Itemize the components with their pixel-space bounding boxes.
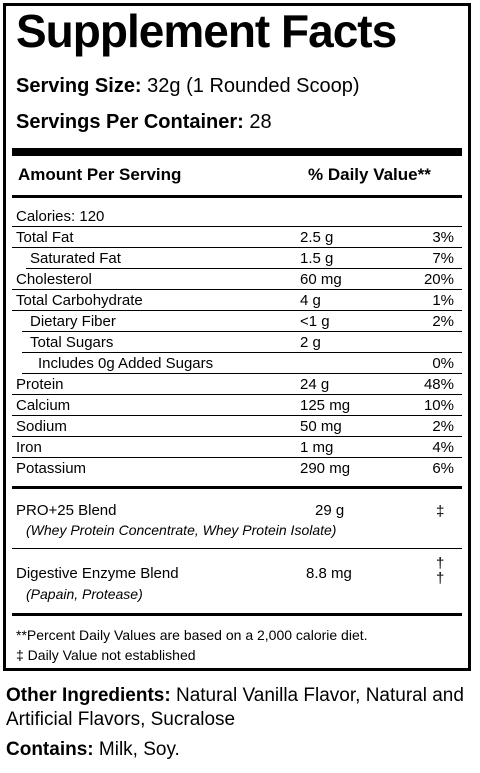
footnote-not-established: ‡ Daily Value not established [16,647,196,663]
nutrient-row: Potassium 290 mg 6% [12,458,462,479]
nutrient-row: Cholesterol 60 mg 20% [12,269,462,290]
header-amount: Amount Per Serving [18,165,182,184]
blend-ingredients-digestive: (Papain, Protease) [26,586,143,602]
nutrient-amount: 290 mg [300,460,351,477]
header-divider [12,195,462,198]
nutrient-row: Calcium 125 mg 10% [12,395,462,416]
row-line [12,457,462,458]
nutrient-row: Iron 1 mg 4% [12,437,462,458]
top-divider [12,148,462,156]
blends-divider [12,613,462,616]
nutrient-row: Sodium 50 mg 2% [12,416,462,437]
nutrient-row: Protein 24 g 48% [12,374,462,395]
row-line [12,226,462,227]
row-line [22,331,462,332]
nutrient-daily-value: 2% [432,418,454,435]
contains-value: Milk, Soy. [98,739,180,760]
blend-amount-digestive: 8.8 mg [306,565,352,582]
nutrient-name: Sodium [16,418,67,435]
header-daily-value: % Daily Value** [308,165,431,184]
nutrient-name: Potassium [16,460,87,477]
servings-label: Servings Per Container: [16,111,244,133]
nutrient-name: Total Sugars [30,334,114,351]
nutrient-amount: 60 mg [300,271,342,288]
nutrient-daily-value: 1% [432,292,454,309]
nutrient-name: Protein [16,376,64,393]
nutrient-row: Total Fat 2.5 g 3% [12,227,462,248]
row-line [12,436,462,437]
nutrient-name: Iron [16,439,42,456]
nutrient-amount: 1 mg [300,439,334,456]
nutrient-name: Total Carbohydrate [16,292,143,309]
calories-row: Calories: 120 [12,206,462,227]
row-line [12,415,462,416]
nutrient-daily-value: 20% [423,271,454,288]
other-ingredients: Other Ingredients: Natural Vanilla Flavo… [6,684,476,732]
row-line [12,247,462,248]
row-line [26,268,462,269]
nutrient-name: Cholesterol [16,271,92,288]
nutrient-row: Includes 0g Added Sugars 0% [12,353,462,374]
nutrient-daily-value: 48% [423,376,454,393]
nutrient-name: Dietary Fiber [30,313,116,330]
nutrient-amount: 50 mg [300,418,342,435]
other-ingredients-label: Other Ingredients: [6,685,171,706]
nutrient-row: Total Sugars 2 g [12,332,462,353]
footnote-daily-values: **Percent Daily Values are based on a 2,… [16,627,368,643]
nutrient-amount: 24 g [300,376,330,393]
calories-label: Calories: 120 [16,208,105,225]
nutrient-amount: <1 g [300,313,330,330]
blend-dv-digestive: † † [436,555,445,587]
nutrient-amount: 4 g [300,292,321,309]
nutrient-name: Total Fat [16,229,74,246]
nutrient-daily-value: 3% [432,229,454,246]
row-line [12,289,462,290]
servings-value: 28 [249,111,272,133]
blend-ingredients-pro25: (Whey Protein Concentrate, Whey Protein … [26,522,337,538]
nutrients-divider [12,486,462,489]
nutrient-daily-value: 2% [432,313,454,330]
nutrient-amount: 125 mg [300,397,351,414]
row-line [12,310,462,311]
supplement-facts-panel [3,3,471,671]
nutrient-name: Saturated Fat [30,250,121,267]
servings-per-container: Servings Per Container: 28 [16,112,272,132]
blend-name-pro25: PRO+25 Blend [16,502,117,519]
blend-dv-pro25: ‡ [436,503,445,520]
nutrient-amount: 2.5 g [300,229,334,246]
nutrient-daily-value: 4% [432,439,454,456]
row-line [22,373,462,374]
serving-size: Serving Size: 32g (1 Rounded Scoop) [16,76,360,96]
nutrient-name: Calcium [16,397,71,414]
serving-size-value: 32g (1 Rounded Scoop) [147,75,360,97]
nutrient-daily-value: 0% [432,355,454,372]
nutrient-row: Total Carbohydrate 4 g 1% [12,290,462,311]
blend-divider [12,548,462,549]
nutrient-amount: 2 g [300,334,321,351]
contains-label: Contains: [6,739,94,760]
blend-amount-pro25: 29 g [315,502,345,519]
other-ingredients-value: Natural Vanilla Flavor, Natural and Arti… [6,685,464,730]
row-line [22,352,462,353]
serving-size-label: Serving Size: [16,75,142,97]
row-line [12,394,462,395]
nutrient-name: Includes 0g Added Sugars [38,355,214,372]
blend-name-digestive: Digestive Enzyme Blend [16,565,179,582]
panel-title: Supplement Facts [16,5,397,57]
nutrient-row: Saturated Fat 1.5 g 7% [12,248,462,269]
contains: Contains: Milk, Soy. [6,738,476,762]
nutrient-daily-value: 7% [432,250,454,267]
nutrient-row: Dietary Fiber <1 g 2% [12,311,462,332]
nutrient-daily-value: 10% [423,397,454,414]
nutrient-daily-value: 6% [432,460,454,477]
nutrient-amount: 1.5 g [300,250,334,267]
